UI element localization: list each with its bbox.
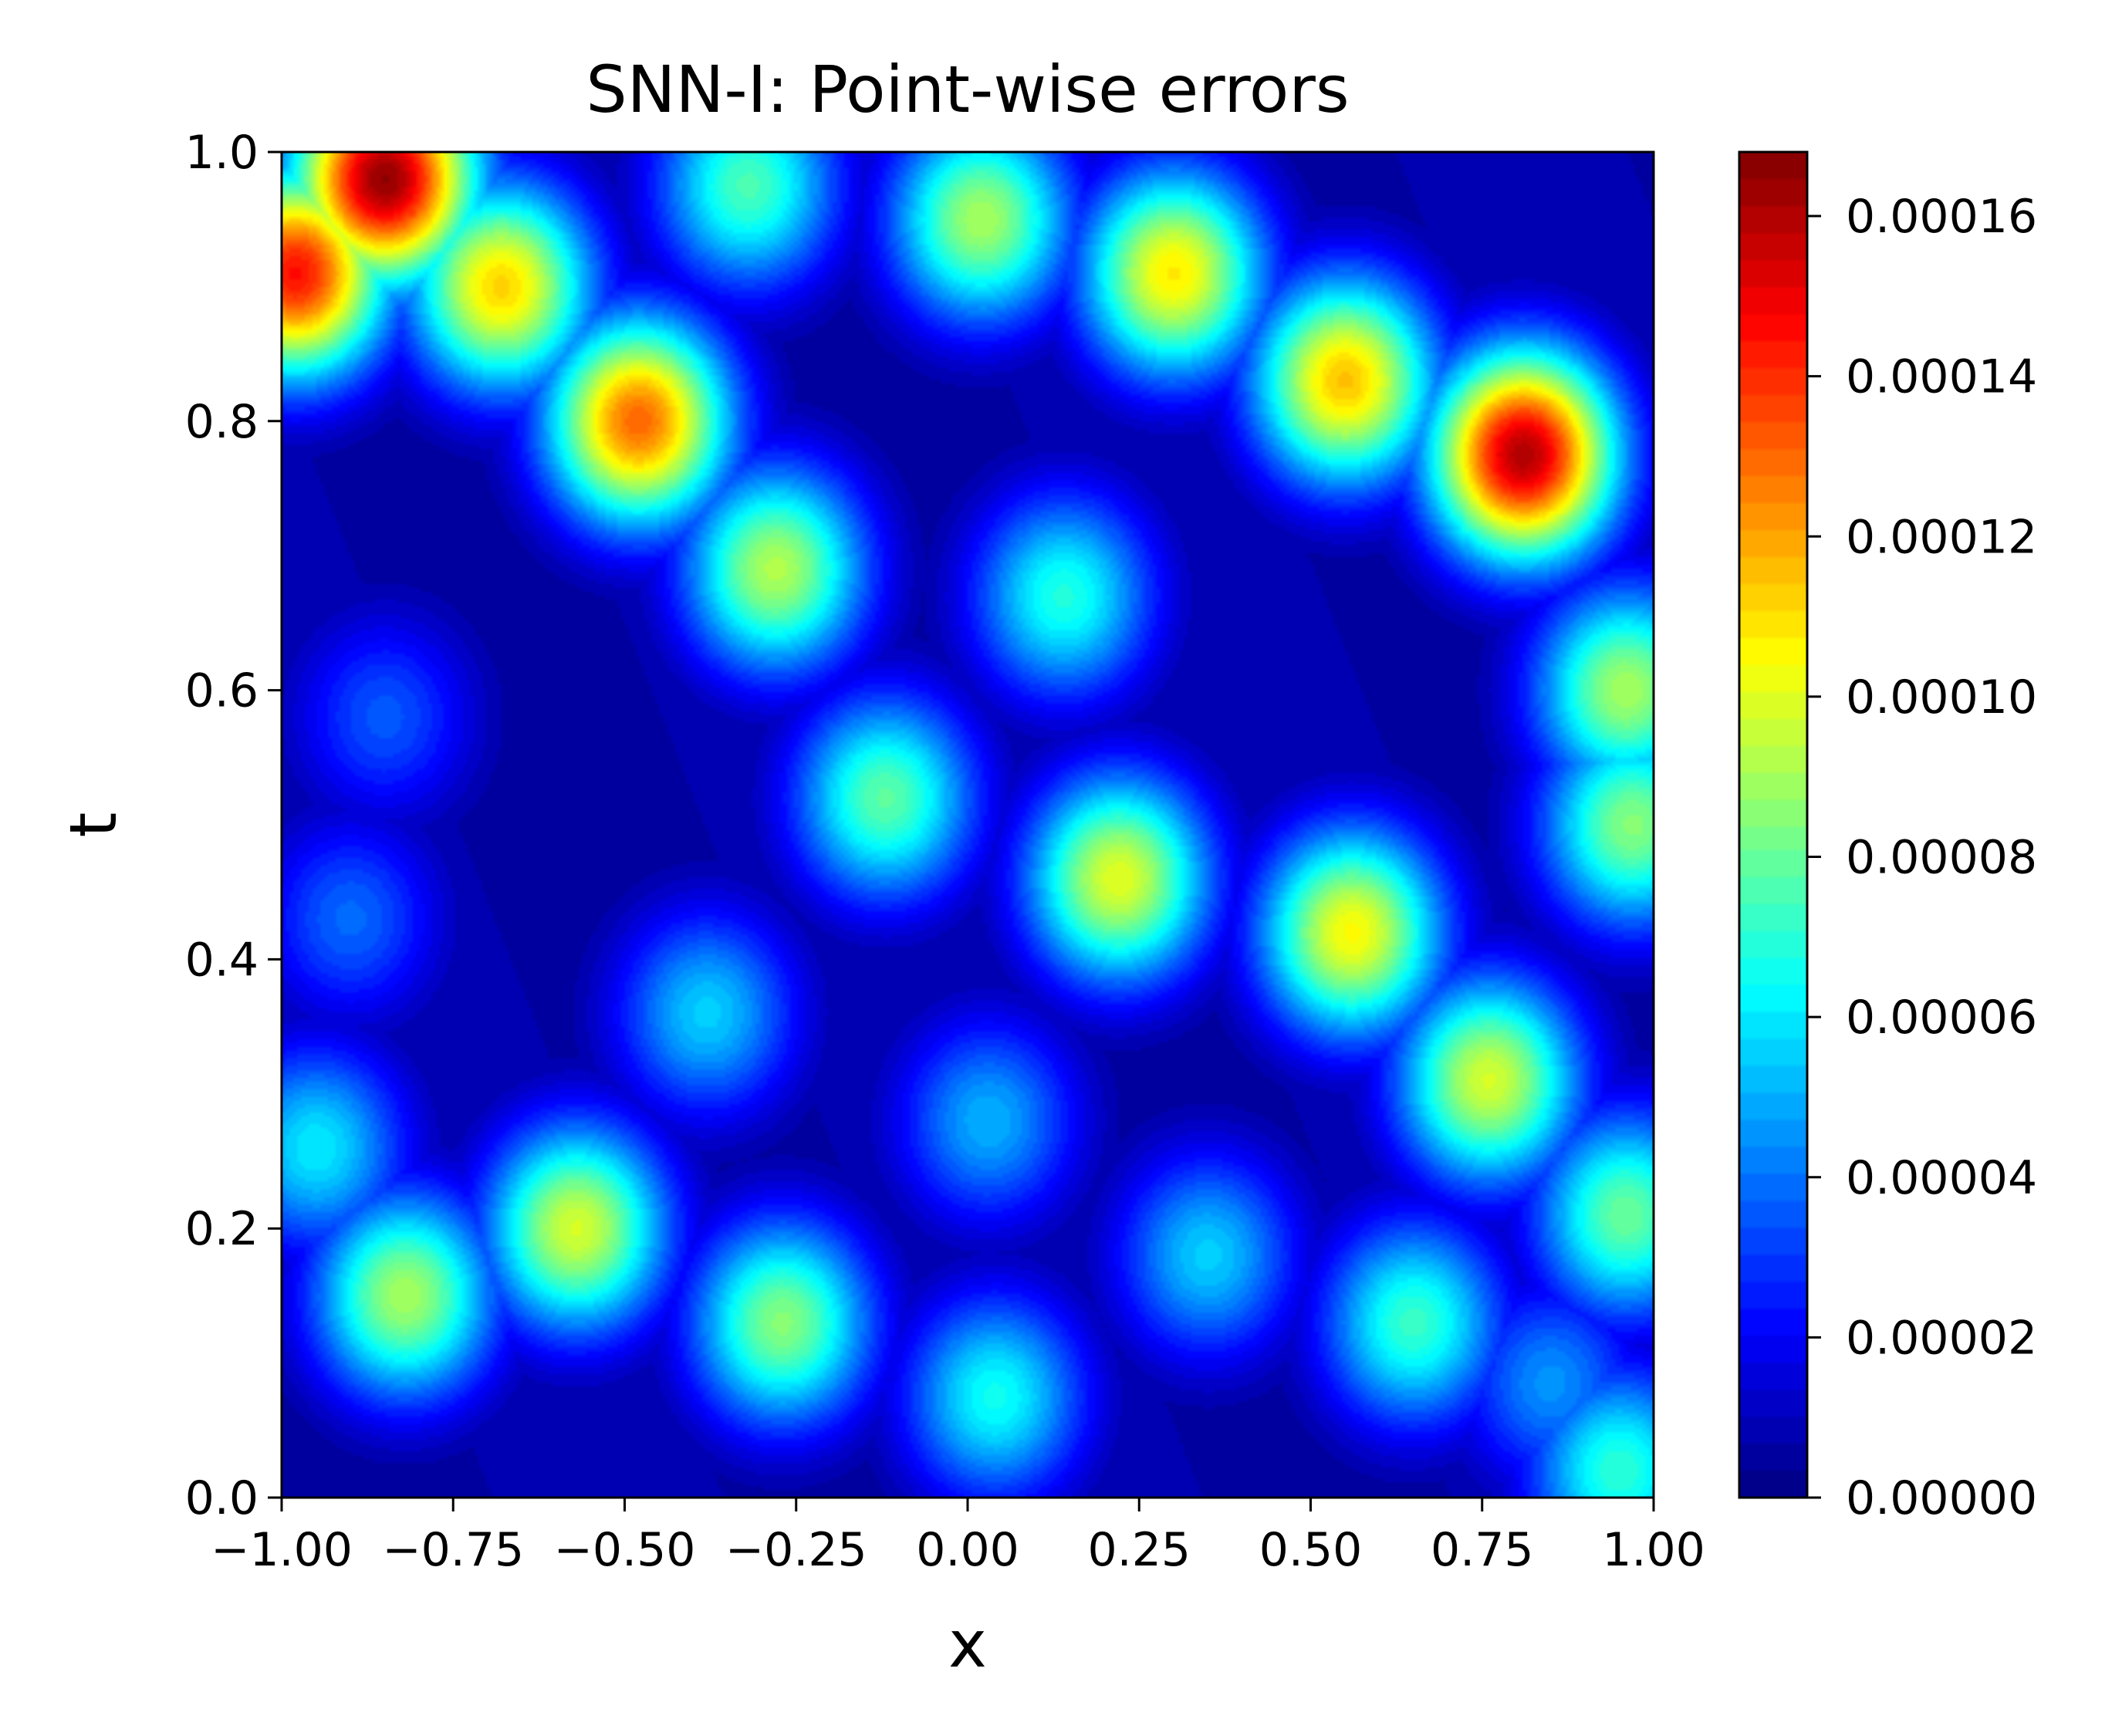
heatmap-plot-area xyxy=(282,152,1654,1498)
y-tick-label: 0.6 xyxy=(185,664,258,718)
colorbar-tick-label: 0.00016 xyxy=(1846,190,2037,244)
y-tick-label: 0.4 xyxy=(185,933,258,987)
colorbar xyxy=(1739,152,1807,1498)
x-tick-label: −1.00 xyxy=(211,1523,353,1577)
x-tick-label: 0.25 xyxy=(1087,1523,1191,1577)
x-tick-label: 0.00 xyxy=(916,1523,1019,1577)
y-tick-label: 0.2 xyxy=(185,1202,258,1256)
colorbar-tick-label: 0.00006 xyxy=(1846,991,2037,1045)
colorbar-frame xyxy=(1738,150,1809,1499)
colorbar-tick-label: 0.00010 xyxy=(1846,670,2037,724)
colorbar-tick-label: 0.00008 xyxy=(1846,831,2037,885)
colorbar-ticks: 0.00000 0.00002 0.00004 0.00006 0.00008 0.000… xyxy=(1807,190,2037,1525)
x-axis-ticks: −1.00 −0.75 −0.50 −0.25 0.00 0.25 0.50 0.75 1.00 xyxy=(211,1498,1705,1577)
x-tick-label: 0.75 xyxy=(1431,1523,1534,1577)
y-tick-label: 0.0 xyxy=(185,1471,258,1525)
colorbar-tick-label: 0.00014 xyxy=(1846,350,2037,404)
colorbar-tick-label: 0.00000 xyxy=(1846,1471,2037,1525)
plot-frame xyxy=(280,150,1655,1499)
y-axis-label: t xyxy=(56,812,131,838)
colorbar-tick-label: 0.00012 xyxy=(1846,510,2037,564)
y-axis-ticks: 0.0 0.2 0.4 0.6 0.8 1.0 xyxy=(185,126,282,1525)
colorbar-tick-label: 0.00002 xyxy=(1846,1311,2037,1365)
y-tick-label: 1.0 xyxy=(185,126,258,180)
x-tick-label: 0.50 xyxy=(1259,1523,1363,1577)
x-tick-label: −0.25 xyxy=(725,1523,867,1577)
x-tick-label: 1.00 xyxy=(1602,1523,1705,1577)
x-tick-label: −0.50 xyxy=(554,1523,696,1577)
y-tick-label: 0.8 xyxy=(185,395,258,449)
chart-title: SNN-I: Point-wise errors xyxy=(586,52,1349,127)
colorbar-tick-label: 0.00004 xyxy=(1846,1151,2037,1205)
x-tick-label: −0.75 xyxy=(382,1523,524,1577)
x-axis-label: x xyxy=(948,1606,987,1682)
